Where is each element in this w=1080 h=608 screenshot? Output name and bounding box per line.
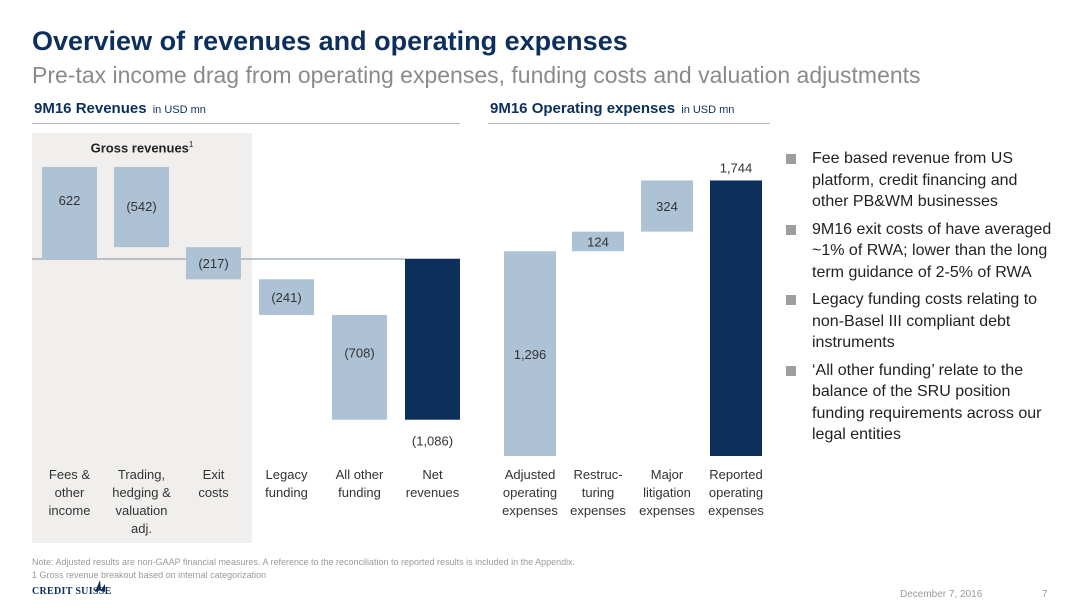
category-label-line: Reported [709, 467, 762, 482]
revenues-section-rule [32, 123, 460, 124]
bullet-square-icon [786, 224, 796, 235]
category-label-line: adj. [131, 521, 152, 536]
category-label-line: All other [336, 467, 384, 482]
footer-date: December 7, 2016 [900, 589, 983, 600]
footnote-gross-revenue: 1 Gross revenue breakout based on intern… [32, 570, 267, 580]
category-label-line: expenses [708, 503, 764, 518]
sail-logo-icon [95, 580, 105, 592]
opex-title-text: 9M16 Operating expenses [490, 100, 676, 117]
bullet-text: Fee based revenue from US platform, cred… [812, 150, 1018, 210]
bar-1-2 [114, 166, 169, 248]
bar-value-label: 124 [587, 234, 609, 249]
revenues-section-title: 9M16 Revenues in USD mn [34, 100, 206, 117]
footnote-note: Note: Adjusted results are non-GAAP fina… [32, 557, 576, 567]
gross-revenues-text: Gross revenues [90, 140, 189, 156]
opex-section-title: 9M16 Operating expenses in USD mn [490, 100, 734, 117]
category-label-line: other [55, 485, 85, 500]
bar-value-label: (1,086) [412, 434, 453, 449]
bar-value-label: 1,744 [720, 160, 753, 175]
category-label-line: Restruc- [573, 467, 622, 482]
bullet-item: Fee based revenue from US platform, cred… [786, 148, 1056, 213]
credit-suisse-logo: CREDIT SUISSE [32, 586, 112, 597]
page-title: Overview of revenues and operating expen… [32, 26, 628, 56]
bar-2-1 [504, 251, 556, 456]
category-label-line: hedging & [112, 485, 171, 500]
bar-2-2 [572, 231, 624, 252]
waterfall-chart-2: 1,296 Adjusted operating expenses 124 Restruc… [502, 160, 764, 518]
category-label-line: expenses [502, 503, 558, 518]
bullet-text: 9M16 exit costs of have averaged ~1% of … [812, 220, 1052, 281]
revenues-unit: in USD mn [152, 104, 206, 116]
bullet-text: ‘All other funding’ relate to the balanc… [812, 361, 1042, 444]
bullet-text: Legacy funding costs relating to non-Bas… [812, 291, 1038, 351]
bullet-square-icon [786, 365, 796, 376]
category-label: Legacy funding [265, 467, 308, 500]
category-label-line: Net [422, 467, 443, 482]
bar-value-label: 324 [656, 199, 678, 214]
category-label: Adjusted operating expenses [502, 467, 558, 518]
bar-value-label: 622 [59, 193, 81, 208]
category-label: Net revenues [406, 467, 460, 500]
bar-value-label: 1,296 [514, 347, 547, 362]
bullet-square-icon [786, 295, 796, 305]
bullet-item: Legacy funding costs relating to non-Bas… [786, 289, 1056, 354]
gross-revenues-label: Gross revenues1 [32, 140, 252, 155]
waterfall-chart-1: 622 Fees & other income (542) Trading, hedging… [32, 166, 460, 536]
footnotes: Note: Adjusted results are non-GAAP fina… [32, 556, 575, 582]
category-label-line: Exit [203, 467, 225, 482]
bullet-item: ‘All other funding’ relate to the balanc… [786, 360, 1056, 446]
category-label: Reported operating expenses [708, 467, 764, 518]
category-label-line: valuation [115, 503, 167, 518]
gross-revenues-footnote-mark: 1 [188, 140, 194, 149]
category-label-line: operating [709, 485, 763, 500]
category-label: Restruc-turing expenses [570, 467, 626, 518]
category-label-line: Trading, [118, 467, 165, 482]
bar-2-4 [710, 180, 762, 456]
category-label-line: expenses [639, 503, 695, 518]
bullet-square-icon [786, 154, 796, 164]
opex-section-rule [488, 123, 770, 124]
category-label: Major litigation expenses [639, 467, 695, 518]
category-label-line: Major [651, 467, 684, 482]
category-label-line: revenues [406, 485, 460, 500]
category-label-line: litigation [643, 485, 691, 500]
category-label: Trading, hedging & valuation adj. [112, 467, 171, 536]
category-label-line: Fees & [49, 467, 91, 482]
page-subtitle: Pre-tax income drag from operating expen… [32, 62, 921, 88]
opex-unit: in USD mn [681, 104, 735, 116]
bar-2-3 [641, 180, 693, 232]
bullet-item: 9M16 exit costs of have averaged ~1% of … [786, 219, 1056, 284]
category-label-line: income [49, 503, 91, 518]
category-label-line: funding [338, 485, 381, 500]
category-label-line: turing [582, 485, 615, 500]
bar-value-label: (708) [344, 346, 374, 361]
bar-value-label: (241) [271, 290, 301, 305]
category-label-line: Legacy [266, 467, 308, 482]
page-number: 7 [1042, 589, 1048, 600]
bar-value-label: (542) [126, 199, 156, 214]
category-label: Exit costs [198, 467, 229, 500]
category-label-line: costs [198, 485, 229, 500]
category-label: All other funding [336, 467, 384, 500]
commentary-bullets: Fee based revenue from US platform, cred… [786, 148, 1056, 452]
category-label: Fees & other income [49, 467, 91, 518]
bar-1-6 [405, 259, 460, 420]
category-label-line: expenses [570, 503, 626, 518]
revenues-title-text: 9M16 Revenues [34, 100, 147, 117]
bar-value-label: (217) [198, 256, 228, 271]
bar-1-1 [42, 166, 97, 259]
category-label-line: funding [265, 485, 308, 500]
category-label-line: operating [503, 485, 557, 500]
bar-1-5 [332, 314, 387, 420]
bar-1-4 [259, 279, 314, 315]
category-label-line: Adjusted [505, 467, 556, 482]
bar-1-3 [186, 247, 241, 280]
